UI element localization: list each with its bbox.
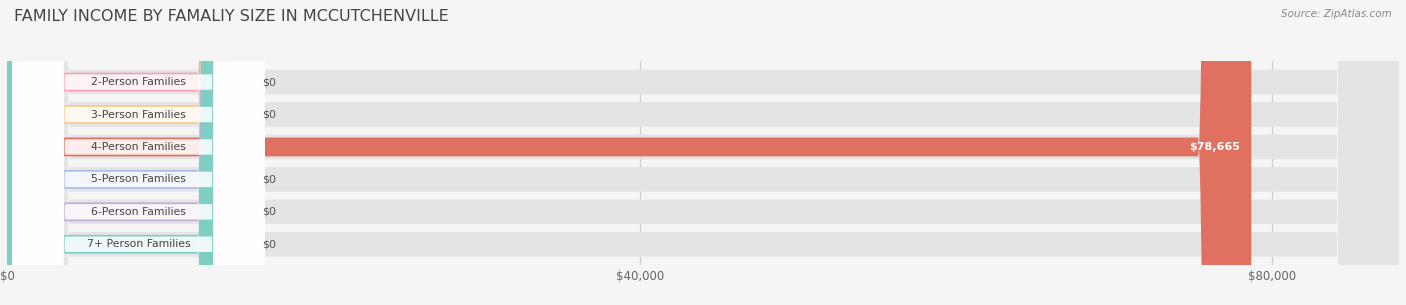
Text: $0: $0 [262,77,276,87]
FancyBboxPatch shape [7,0,250,305]
FancyBboxPatch shape [13,0,264,305]
FancyBboxPatch shape [7,0,250,305]
FancyBboxPatch shape [7,0,1399,305]
Text: 4-Person Families: 4-Person Families [91,142,186,152]
FancyBboxPatch shape [7,0,1399,305]
FancyBboxPatch shape [7,0,250,305]
Text: 5-Person Families: 5-Person Families [91,174,186,185]
FancyBboxPatch shape [7,0,1399,305]
FancyBboxPatch shape [13,0,264,305]
Text: Source: ZipAtlas.com: Source: ZipAtlas.com [1281,9,1392,19]
FancyBboxPatch shape [7,0,250,305]
Text: FAMILY INCOME BY FAMALIY SIZE IN MCCUTCHENVILLE: FAMILY INCOME BY FAMALIY SIZE IN MCCUTCH… [14,9,449,24]
Text: $0: $0 [262,174,276,185]
Text: 2-Person Families: 2-Person Families [91,77,186,87]
Text: $0: $0 [262,109,276,120]
FancyBboxPatch shape [13,0,264,305]
FancyBboxPatch shape [7,0,250,305]
FancyBboxPatch shape [13,0,264,305]
Text: $0: $0 [262,239,276,249]
Text: 3-Person Families: 3-Person Families [91,109,186,120]
Text: 6-Person Families: 6-Person Families [91,207,186,217]
FancyBboxPatch shape [7,0,1399,305]
Text: $0: $0 [262,207,276,217]
FancyBboxPatch shape [13,0,264,305]
Text: $78,665: $78,665 [1189,142,1240,152]
FancyBboxPatch shape [7,0,1399,305]
FancyBboxPatch shape [7,0,1251,305]
Text: 7+ Person Families: 7+ Person Families [87,239,190,249]
FancyBboxPatch shape [13,0,264,305]
FancyBboxPatch shape [7,0,1399,305]
